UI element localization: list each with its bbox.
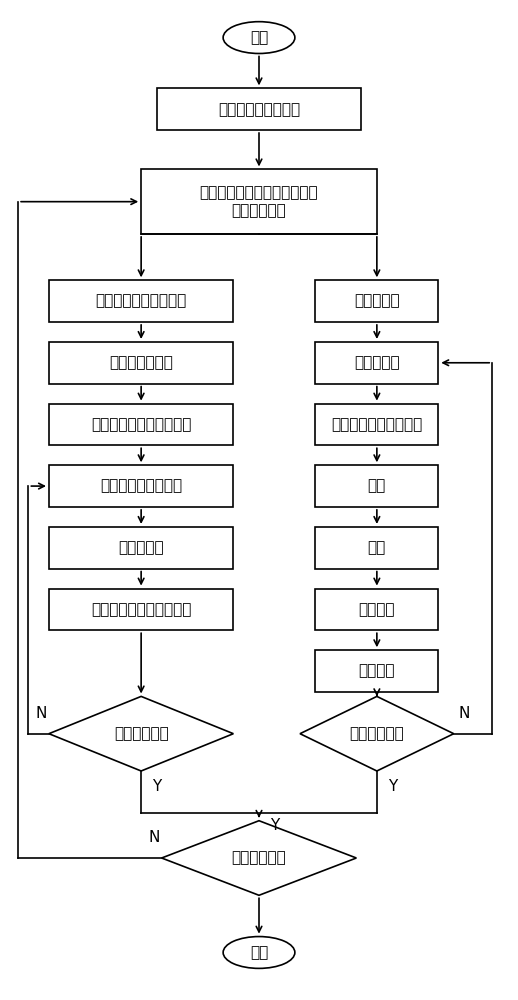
Text: 适应度计算: 适应度计算 bbox=[354, 355, 400, 370]
Text: 速度更新和位置更新: 速度更新和位置更新 bbox=[100, 479, 182, 494]
Text: 变异: 变异 bbox=[368, 540, 386, 555]
Text: Y: Y bbox=[388, 779, 397, 794]
Text: 结束: 结束 bbox=[250, 945, 268, 960]
Text: Y: Y bbox=[152, 779, 162, 794]
Text: 初始化粒子位置和速度: 初始化粒子位置和速度 bbox=[95, 294, 187, 309]
Text: 设定混合概率，将初始种群分
成两个子种群: 设定混合概率，将初始种群分 成两个子种群 bbox=[199, 185, 319, 218]
Text: 开始: 开始 bbox=[250, 30, 268, 45]
Text: 交叉: 交叉 bbox=[368, 479, 386, 494]
Text: 满足最大迭代: 满足最大迭代 bbox=[114, 726, 168, 741]
Text: N: N bbox=[148, 830, 160, 845]
Text: 满足结束条件: 满足结束条件 bbox=[232, 850, 286, 865]
Text: 满足终止条件: 满足终止条件 bbox=[350, 726, 404, 741]
Text: Y: Y bbox=[270, 818, 280, 833]
Text: 适应度更新: 适应度更新 bbox=[118, 540, 164, 555]
Text: 个体极值和群体极值更新: 个体极值和群体极值更新 bbox=[91, 602, 191, 617]
Text: N: N bbox=[459, 706, 470, 721]
Text: 粒子适应度计算: 粒子适应度计算 bbox=[109, 355, 173, 370]
Text: 初始化粒子种群规模: 初始化粒子种群规模 bbox=[218, 102, 300, 117]
Text: 编码染色体: 编码染色体 bbox=[354, 294, 400, 309]
Text: 寻找个体极值和群体极值: 寻找个体极值和群体极值 bbox=[91, 417, 191, 432]
Text: 种群更新: 种群更新 bbox=[358, 664, 395, 679]
Text: N: N bbox=[36, 706, 47, 721]
Text: 进化逆转: 进化逆转 bbox=[358, 602, 395, 617]
Text: 选择适应度高的染色体: 选择适应度高的染色体 bbox=[331, 417, 423, 432]
